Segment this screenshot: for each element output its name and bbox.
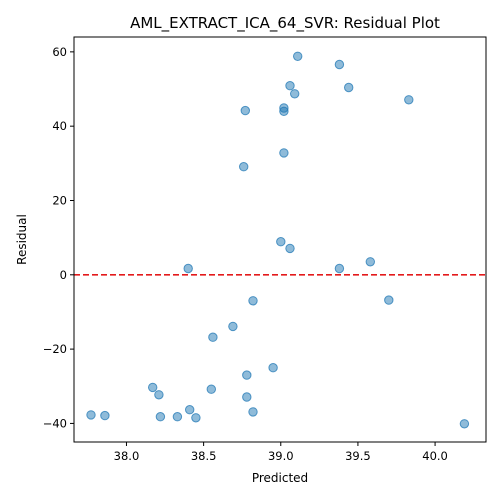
data-point-24 [206,384,217,394]
x-tick-label: 38.0 [114,449,140,463]
y-axis-label: Residual [15,214,29,265]
data-point-32 [172,412,183,422]
data-point-1 [293,51,303,61]
data-point-12 [276,237,286,247]
data-point-19 [228,321,238,332]
y-tick-label: 40 [52,119,67,133]
data-point-30 [100,410,110,421]
data-point-17 [248,296,258,306]
data-point-2 [334,59,345,70]
data-point-22 [242,370,252,380]
data-point-13 [285,243,295,254]
data-point-27 [185,405,195,415]
data-point-20 [208,332,218,342]
data-point-26 [242,392,252,402]
data-point-9 [279,106,289,117]
data-point-5 [290,89,300,99]
y-axis: −40 −20 0 20 40 60 [43,45,74,430]
data-point-28 [248,407,258,417]
data-point-6 [404,95,414,105]
data-point-34 [459,419,470,429]
x-tick-label: 40.0 [422,449,448,463]
data-point-31 [155,412,166,422]
x-axis: 38.0 38.5 39.0 39.5 40.0 [114,442,448,463]
data-point-33 [191,413,201,423]
x-tick-label: 38.5 [191,449,217,463]
y-tick-label: −20 [43,342,67,356]
data-point-21 [268,363,278,373]
data-point-14 [365,257,375,267]
data-point-11 [239,162,249,172]
data-point-15 [183,263,193,274]
data-point-18 [384,295,394,305]
data-point-3 [285,81,295,91]
plot-frame [73,36,487,443]
y-tick-label: −40 [43,416,67,430]
x-tick-label: 39.0 [268,449,294,463]
x-tick-label: 39.5 [345,449,371,463]
chart-title: AML_EXTRACT_ICA_64_SVR: Residual Plot [130,14,440,33]
plot-area [74,51,486,429]
data-point-7 [240,105,251,116]
y-tick-label: 0 [60,268,67,282]
y-tick-label: 20 [52,193,67,207]
data-point-29 [86,410,96,420]
data-point-10 [279,148,289,158]
data-point-4 [344,82,354,93]
data-point-16 [334,263,345,274]
y-tick-label: 60 [52,45,67,59]
x-axis-label: Predicted [252,471,308,485]
data-point-23 [148,382,158,393]
data-point-25 [154,390,164,400]
